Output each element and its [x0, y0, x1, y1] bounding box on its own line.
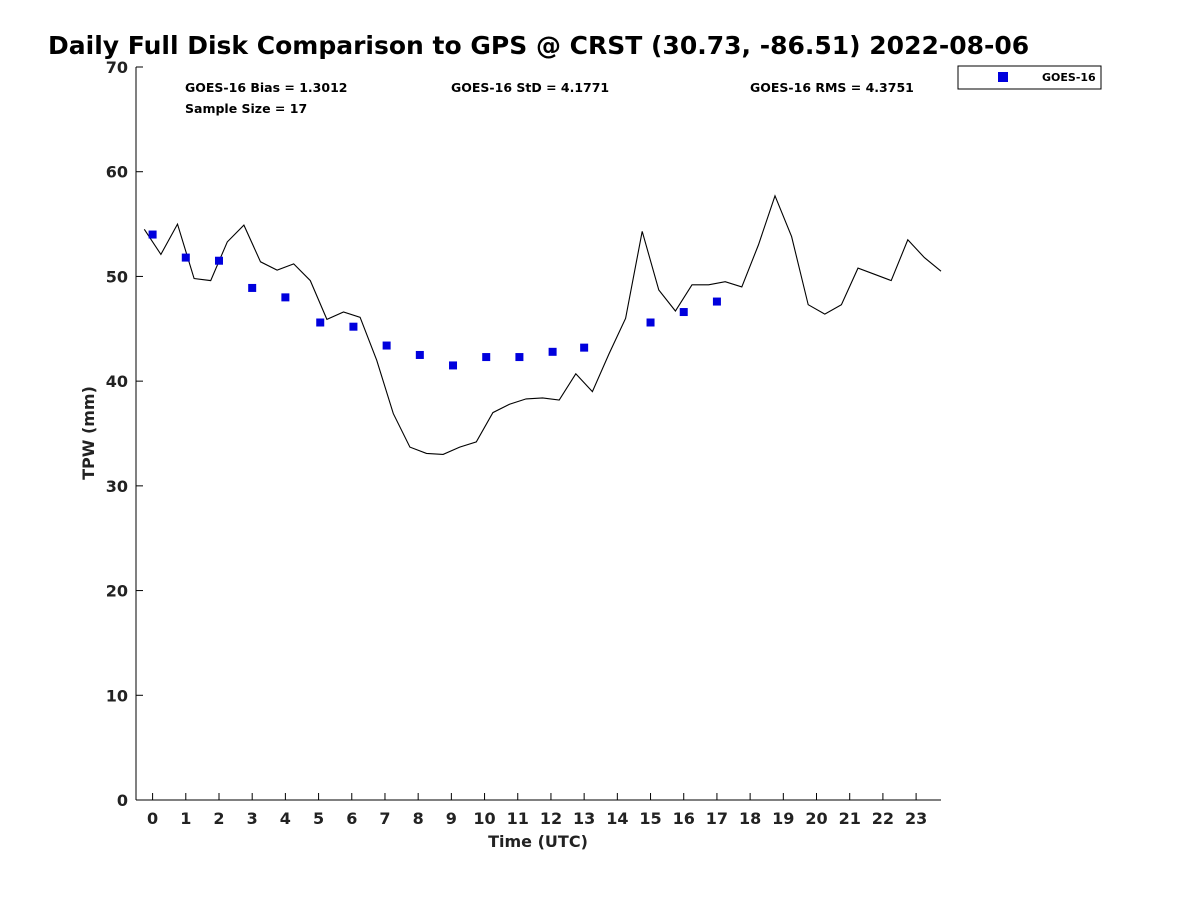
y-tick-label: 20: [106, 582, 128, 601]
x-axis-label: Time (UTC): [488, 832, 588, 851]
goes16-point: [349, 322, 358, 331]
x-tick-label: 10: [473, 809, 495, 828]
gps-line: [143, 194, 942, 455]
goes16-point: [679, 308, 688, 317]
x-tick-label: 13: [573, 809, 595, 828]
x-tick-label: 16: [673, 809, 695, 828]
x-tick-label: 9: [446, 809, 457, 828]
x-tick-label: 12: [540, 809, 562, 828]
x-tick-label: 4: [280, 809, 291, 828]
x-tick-label: 19: [772, 809, 794, 828]
goes16-point: [181, 253, 190, 262]
y-ticks: 0 10 20 30 40 50 60 70: [106, 58, 143, 810]
x-tick-label: 5: [313, 809, 324, 828]
goes16-point: [214, 256, 223, 265]
bias-stat: GOES-16 Bias = 1.3012: [185, 80, 347, 95]
x-tick-label: 8: [413, 809, 424, 828]
legend-marker: [998, 72, 1008, 82]
x-tick-label: 23: [905, 809, 927, 828]
x-tick-label: 0: [147, 809, 158, 828]
x-ticks: 0 1 2 3 4 5 6 7 8 9 10 11 12 13 14 15 16 17 18 19 20 21 22 23: [147, 793, 927, 828]
legend-label: GOES-16: [1042, 71, 1096, 84]
x-tick-label: 22: [872, 809, 894, 828]
x-tick-label: 3: [247, 809, 258, 828]
x-tick-label: 18: [739, 809, 761, 828]
rms-stat: GOES-16 RMS = 4.3751: [750, 80, 914, 95]
goes16-point: [515, 353, 524, 362]
goes16-point: [316, 318, 325, 327]
y-tick-label: 70: [106, 58, 128, 77]
goes16-point: [548, 347, 557, 356]
goes16-point: [415, 350, 424, 359]
goes16-point: [248, 283, 257, 292]
y-tick-label: 50: [106, 267, 128, 286]
y-axis-label: TPW (mm): [79, 386, 98, 480]
goes16-scatter-series: [148, 230, 721, 370]
y-tick-label: 10: [106, 686, 128, 705]
sample-size-stat: Sample Size = 17: [185, 101, 307, 116]
chart-title: Daily Full Disk Comparison to GPS @ CRST…: [48, 31, 1029, 60]
x-tick-label: 15: [639, 809, 661, 828]
goes16-point: [281, 293, 290, 302]
x-tick-label: 17: [706, 809, 728, 828]
goes16-point: [148, 230, 157, 239]
std-stat: GOES-16 StD = 4.1771: [451, 80, 609, 95]
x-tick-label: 6: [346, 809, 357, 828]
legend: GOES-16: [957, 65, 1102, 90]
x-tick-label: 7: [379, 809, 390, 828]
y-tick-label: 30: [106, 477, 128, 496]
goes16-point: [646, 318, 655, 327]
legend-box: [957, 65, 1102, 90]
stats-annotations: GOES-16 Bias = 1.3012 GOES-16 StD = 4.17…: [185, 80, 914, 116]
x-tick-label: 1: [180, 809, 191, 828]
goes16-point: [712, 297, 721, 306]
goes16-point: [580, 343, 589, 352]
x-tick-label: 20: [805, 809, 827, 828]
y-tick-label: 60: [106, 163, 128, 182]
x-tick-label: 11: [507, 809, 529, 828]
goes16-point: [382, 341, 391, 350]
x-tick-label: 2: [213, 809, 224, 828]
gps-line-series: [143, 194, 942, 455]
goes16-point: [449, 361, 458, 370]
x-tick-label: 21: [839, 809, 861, 828]
y-tick-label: 0: [117, 791, 128, 810]
y-tick-label: 40: [106, 372, 128, 391]
goes16-point: [482, 353, 491, 362]
x-tick-label: 14: [606, 809, 628, 828]
